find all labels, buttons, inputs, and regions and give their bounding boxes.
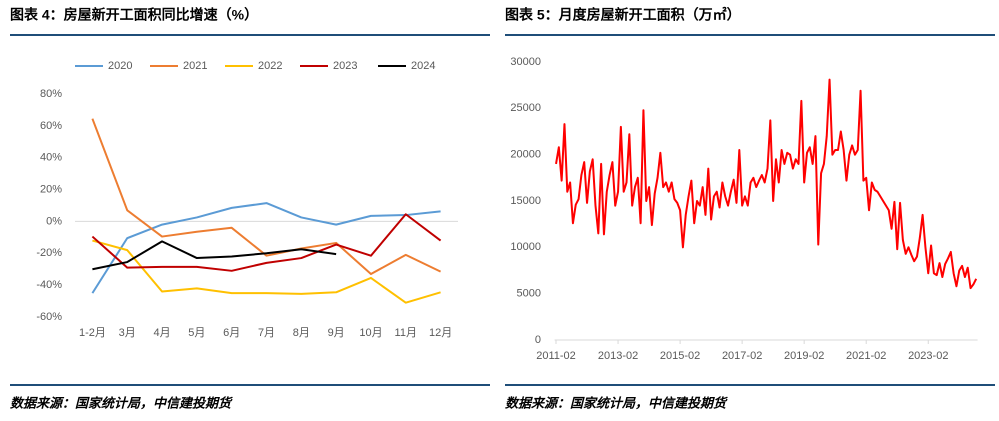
x-tick-label: 8月: [293, 327, 310, 339]
x-tick-label: 2011-02: [536, 350, 576, 362]
y-tick-label: 25000: [510, 102, 541, 114]
y-tick-label: 40%: [40, 152, 62, 164]
y-tick-label: 5000: [517, 288, 541, 300]
series-line: [91, 202, 441, 294]
x-tick-label: 2017-02: [722, 350, 762, 362]
series-line: [91, 118, 442, 275]
series-line: [91, 213, 442, 272]
y-tick-label: 0: [535, 334, 541, 346]
x-tick-label: 2023-02: [908, 350, 948, 362]
x-tick-label: 11月: [395, 327, 417, 339]
chart-title: 图表 5：月度房屋新开工面积（万㎡）: [505, 7, 741, 23]
source-note: 数据来源：国家统计局，中信建投期货: [10, 395, 233, 410]
series-line: [555, 78, 978, 290]
series-line: [92, 239, 441, 304]
legend-label: 2023: [333, 60, 357, 72]
y-tick-label: 15000: [510, 195, 541, 207]
y-tick-label: 10000: [510, 241, 541, 253]
legend-label: 2024: [411, 60, 435, 72]
y-tick-label: -20%: [36, 247, 62, 259]
x-tick-label: 7月: [258, 327, 275, 339]
x-tick-label: 2019-02: [784, 350, 824, 362]
legend-label: 2021: [183, 60, 207, 72]
x-tick-label: 12月: [429, 327, 452, 339]
y-tick-label: -40%: [36, 279, 62, 291]
y-tick-label: 20%: [40, 183, 62, 195]
y-tick-label: -60%: [36, 311, 62, 323]
x-tick-label: 2015-02: [660, 350, 700, 362]
x-tick-label: 3月: [119, 327, 136, 339]
y-tick-label: 0%: [46, 215, 62, 227]
x-tick-label: 2021-02: [846, 350, 886, 362]
y-tick-label: 60%: [40, 120, 62, 132]
series-line: [92, 240, 337, 271]
x-tick-label: 4月: [153, 327, 170, 339]
x-tick-label: 9月: [328, 327, 345, 339]
y-tick-label: 30000: [510, 56, 541, 68]
x-tick-label: 2013-02: [598, 350, 638, 362]
x-tick-label: 10月: [359, 327, 382, 339]
y-tick-label: 20000: [510, 149, 541, 161]
x-tick-label: 5月: [188, 327, 205, 339]
legend-label: 2020: [108, 60, 132, 72]
legend-label: 2022: [258, 60, 282, 72]
x-tick-label: 6月: [223, 327, 240, 339]
source-note: 数据来源：国家统计局，中信建投期货: [505, 395, 728, 410]
x-tick-label: 1-2月: [79, 327, 106, 339]
chart-title: 图表 4：房屋新开工面积同比增速（%）: [10, 7, 258, 23]
y-tick-label: 80%: [40, 88, 62, 100]
